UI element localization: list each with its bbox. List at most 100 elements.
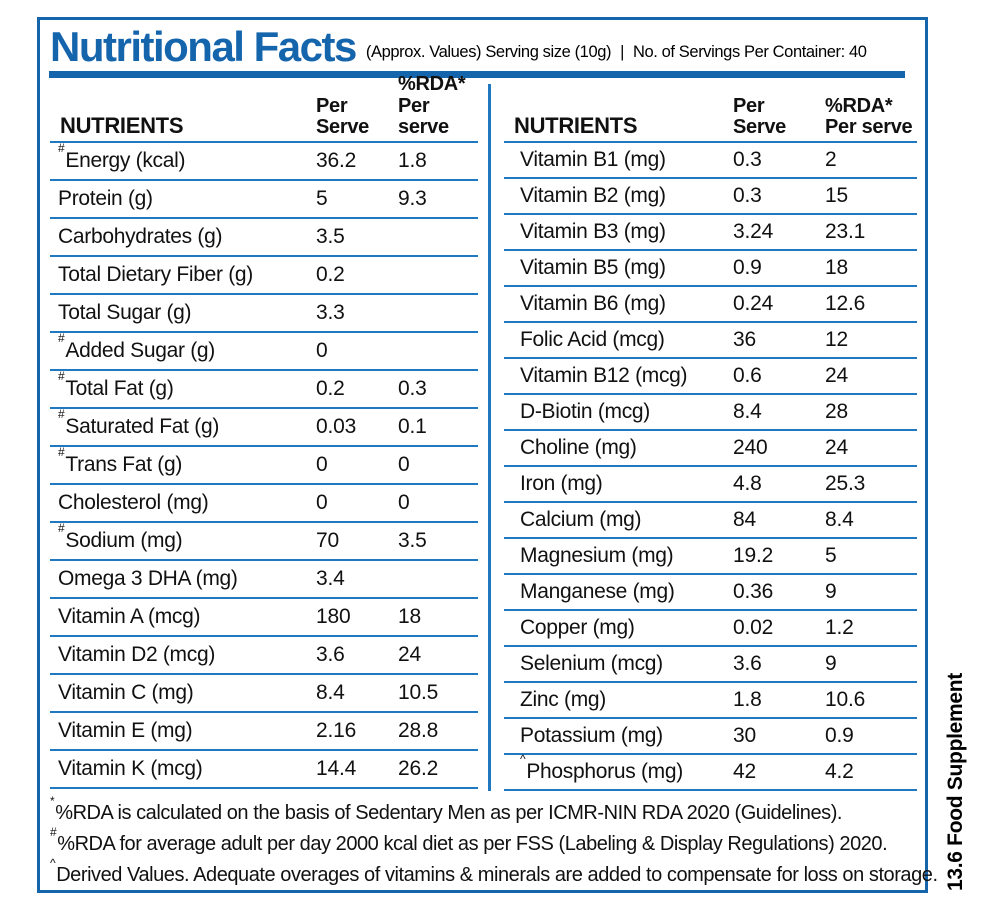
rda-value: 12.6 [825,292,866,315]
per-serve-value: 70 [316,529,339,552]
table-row: Vitamin A (mcg) 180 18 [50,599,478,637]
per-serve-value: 0.3 [733,184,762,207]
per-serve-value: 0 [316,339,328,362]
nutrient-name: ^Phosphorus (mg) [520,752,683,783]
table-row: Total Dietary Fiber (g) 0.2 [50,257,478,295]
per-serve-value: 180 [316,605,351,628]
rda-value: 9 [825,652,837,675]
label-header: Nutritional Facts (Approx. Values) Servi… [48,24,917,68]
table-row: Vitamin B6 (mg) 0.24 12.6 [504,287,917,323]
nutrient-name: Choline (mg) [520,436,637,459]
nutrient-name: Vitamin B5 (mg) [520,256,666,279]
rda-value: 9.3 [398,187,427,210]
table-row: Total Sugar (g) 3.3 [50,295,478,333]
footnote-marker: ^ [50,856,56,871]
nutrient-name: #Added Sugar (g) [58,331,215,362]
per-serve-value: 1.8 [733,688,762,711]
footnote-marker: # [58,521,65,535]
footnote-marker: ^ [520,752,526,766]
table-right-header: NUTRIENTS Per Serve %RDA* Per serve [504,84,917,143]
nutrient-name: Carbohydrates (g) [58,225,223,248]
nutrient-name: Iron (mg) [520,472,603,495]
per-serve-value: 8.4 [733,400,762,423]
rda-value: 0.1 [398,415,427,438]
table-row: Iron (mg) 4.8 25.3 [504,467,917,503]
table-row: Cholesterol (mg) 0 0 [50,485,478,523]
table-row: #Added Sugar (g) 0 [50,331,478,371]
column-header-rda: %RDA* Per serve [398,73,466,139]
per-serve-value: 3.5 [316,225,345,248]
nutrient-name: Calcium (mg) [520,508,642,531]
column-header-rda: %RDA* Per serve [825,94,913,139]
column-header-per-serve: Per Serve [316,94,369,139]
nutrient-name: Folic Acid (mcg) [520,328,665,351]
nutrient-name: Vitamin B6 (mg) [520,292,666,315]
nutrients-table-left: NUTRIENTS Per Serve %RDA* Per serve #Ene… [50,74,478,791]
per-serve-value: 0.3 [733,148,762,171]
nutrient-name: Vitamin K (mcg) [58,757,203,780]
per-serve-value: 0 [316,453,328,476]
rda-value: 0 [398,491,410,514]
nutrient-tables: NUTRIENTS Per Serve %RDA* Per serve #Ene… [48,74,917,791]
table-row: Calcium (mg) 84 8.4 [504,503,917,539]
footnote-marker: # [58,407,65,421]
column-header-nutrients: NUTRIENTS [60,113,184,138]
per-serve-value: 3.4 [316,567,345,590]
footnote-marker: # [58,369,65,383]
rda-value: 24 [825,364,848,387]
rda-value: 10.6 [825,688,866,711]
nutrient-name: Total Sugar (g) [58,301,192,324]
per-serve-value: 3.24 [733,220,774,243]
per-serve-value: 2.16 [316,719,357,742]
serving-info: (Approx. Values) Serving size (10g) | No… [366,43,867,68]
per-serve-value: 0.2 [316,263,345,286]
per-serve-value: 0.9 [733,256,762,279]
per-serve-value: 5 [316,187,328,210]
rda-value: 5 [825,544,837,567]
table-row: Selenium (mcg) 3.6 9 [504,647,917,683]
rda-value: 24 [398,643,421,666]
per-serve-value: 36.2 [316,149,357,172]
footnote-marker: # [58,141,65,155]
rda-value: 18 [398,605,421,628]
nutrient-name: #Sodium (mg) [58,521,183,552]
nutrient-name: Vitamin B2 (mg) [520,184,666,207]
rda-value: 0.9 [825,724,854,747]
nutrient-name: Vitamin A (mcg) [58,605,201,628]
table-right-body: Vitamin B1 (mg) 0.3 2 Vitamin B2 (mg) 0.… [504,143,917,791]
nutrient-name: Magnesium (mg) [520,544,674,567]
per-serve-value: 240 [733,436,768,459]
table-row: Carbohydrates (g) 3.5 [50,219,478,257]
table-row: ^Phosphorus (mg) 42 4.2 [504,752,917,791]
table-row: #Energy (kcal) 36.2 1.8 [50,141,478,181]
rda-value: 8.4 [825,508,854,531]
rda-value: 1.2 [825,616,854,639]
per-serve-value: 84 [733,508,756,531]
table-row: Vitamin K (mcg) 14.4 26.2 [50,751,478,789]
table-row: Potassium (mg) 30 0.9 [504,719,917,755]
table-row: Vitamin B3 (mg) 3.24 23.1 [504,215,917,251]
table-row: Copper (mg) 0.02 1.2 [504,611,917,647]
nutrient-name: Vitamin B12 (mcg) [520,364,688,387]
table-row: Vitamin C (mg) 8.4 10.5 [50,675,478,713]
table-row: D-Biotin (mcg) 8.4 28 [504,395,917,431]
nutrient-name: Vitamin B3 (mg) [520,220,666,243]
table-row: #Sodium (mg) 70 3.5 [50,521,478,561]
table-row: Vitamin B12 (mcg) 0.6 24 [504,359,917,395]
column-header-per-serve: Per Serve [733,94,786,139]
column-divider [488,84,491,791]
per-serve-value: 8.4 [316,681,345,704]
nutrient-name: #Trans Fat (g) [58,445,183,476]
rda-value: 10.5 [398,681,439,704]
rda-value: 12 [825,328,848,351]
table-left-header: NUTRIENTS Per Serve %RDA* Per serve [50,74,478,143]
table-row: Manganese (mg) 0.36 9 [504,575,917,611]
footnote-line: *%RDA is calculated on the basis of Sede… [50,794,843,824]
column-header-nutrients: NUTRIENTS [514,113,638,138]
per-serve-value: 3.6 [316,643,345,666]
nutrient-name: Zinc (mg) [520,688,606,711]
side-caption: 13.6 Food Supplement [933,17,979,891]
table-row: Vitamin D2 (mcg) 3.6 24 [50,637,478,675]
table-row: #Total Fat (g) 0.2 0.3 [50,369,478,409]
nutrient-name: Total Dietary Fiber (g) [58,263,253,286]
